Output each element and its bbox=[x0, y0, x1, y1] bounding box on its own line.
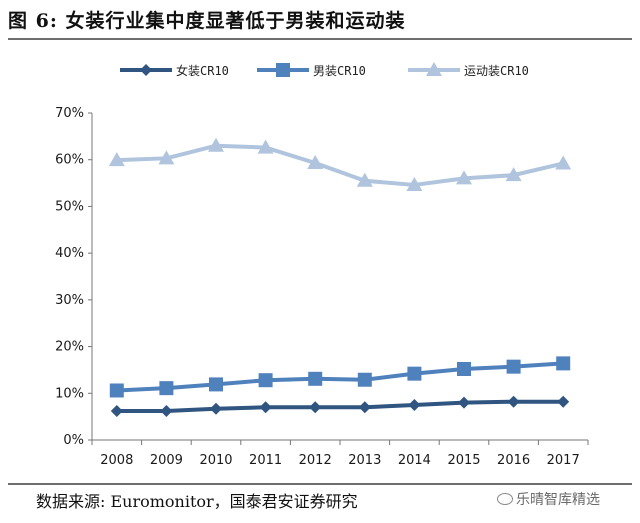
y-tick-label: 10% bbox=[55, 386, 84, 401]
y-tick-label: 60% bbox=[55, 153, 84, 168]
data-point bbox=[259, 401, 272, 414]
x-tick-label: 2012 bbox=[299, 453, 332, 468]
legend-swatch-marker bbox=[276, 63, 290, 77]
data-point bbox=[507, 395, 520, 408]
x-tick-label: 2013 bbox=[348, 453, 381, 468]
x-tick-label: 2011 bbox=[249, 453, 282, 468]
legend-label: 运动装CR10 bbox=[464, 64, 529, 78]
y-tick-label: 40% bbox=[55, 246, 84, 261]
data-point bbox=[458, 396, 470, 409]
x-tick-label: 2014 bbox=[398, 453, 431, 468]
data-point bbox=[258, 373, 273, 388]
legend: 女装CR10 男装CR10 运动装CR10 bbox=[120, 62, 529, 78]
wechat-icon bbox=[497, 493, 513, 505]
data-point bbox=[555, 155, 572, 170]
legend-item-2: 男装CR10 bbox=[257, 63, 366, 78]
legend-item-1: 女装CR10 bbox=[120, 63, 229, 78]
data-point bbox=[309, 401, 322, 414]
data-point bbox=[506, 359, 521, 374]
data-point bbox=[356, 172, 373, 187]
data-point bbox=[158, 150, 175, 165]
data-point bbox=[108, 152, 125, 167]
data-point bbox=[358, 401, 371, 414]
series-2 bbox=[109, 356, 571, 398]
watermark: 乐晴智库精选 bbox=[497, 489, 600, 509]
y-axis: 0% 10% 20% 30% 40% 50% 60% 70% bbox=[55, 106, 93, 448]
series-line bbox=[116, 361, 564, 393]
data-point bbox=[160, 405, 173, 418]
data-point bbox=[407, 366, 422, 381]
x-axis: 2008 2009 2010 2011 2012 2013 2014 2015 2016 2017 bbox=[91, 439, 589, 468]
y-tick-label: 0% bbox=[63, 433, 84, 448]
series-3 bbox=[108, 137, 572, 191]
series-line bbox=[116, 399, 564, 414]
x-tick-label: 2010 bbox=[199, 453, 232, 468]
y-tick-label: 50% bbox=[55, 199, 84, 214]
data-point bbox=[208, 137, 224, 152]
data-point bbox=[457, 361, 471, 376]
legend-label: 男装CR10 bbox=[313, 64, 366, 78]
source-divider bbox=[8, 483, 632, 485]
source-note: 数据来源: Euromonitor，国泰君安证券研究 bbox=[36, 492, 358, 511]
y-tick-label: 30% bbox=[55, 293, 84, 308]
y-tick-label: 20% bbox=[55, 340, 84, 355]
data-point bbox=[556, 356, 571, 371]
x-tick-label: 2015 bbox=[447, 453, 480, 468]
data-point bbox=[257, 139, 274, 154]
data-point bbox=[357, 372, 372, 387]
figure-title: 图 6: 女装行业集中度显著低于男装和运动装 bbox=[8, 10, 406, 32]
x-tick-label: 2016 bbox=[497, 453, 530, 468]
x-tick-label: 2009 bbox=[150, 453, 183, 468]
data-point bbox=[159, 381, 174, 396]
legend-item-3: 运动装CR10 bbox=[408, 62, 529, 78]
data-point bbox=[308, 371, 323, 386]
data-point bbox=[505, 167, 522, 182]
data-point bbox=[209, 377, 223, 392]
series-line bbox=[116, 143, 564, 187]
data-point bbox=[109, 383, 124, 398]
data-point bbox=[557, 395, 570, 408]
series-1 bbox=[110, 395, 570, 418]
x-tick-label: 2008 bbox=[100, 453, 133, 468]
watermark-text: 乐晴智库精选 bbox=[516, 492, 600, 508]
y-tick-label: 70% bbox=[55, 106, 84, 121]
legend-swatch-marker bbox=[426, 62, 442, 76]
legend-label: 女装CR10 bbox=[176, 63, 229, 78]
data-point bbox=[406, 176, 423, 191]
title-divider bbox=[8, 38, 632, 40]
data-point bbox=[307, 154, 324, 169]
data-point bbox=[210, 402, 222, 415]
series-layer bbox=[108, 137, 572, 418]
x-tick-label: 2017 bbox=[547, 453, 580, 468]
legend-swatch-marker bbox=[140, 64, 152, 76]
data-point bbox=[110, 405, 123, 418]
data-point bbox=[456, 170, 472, 185]
data-point bbox=[408, 398, 421, 411]
